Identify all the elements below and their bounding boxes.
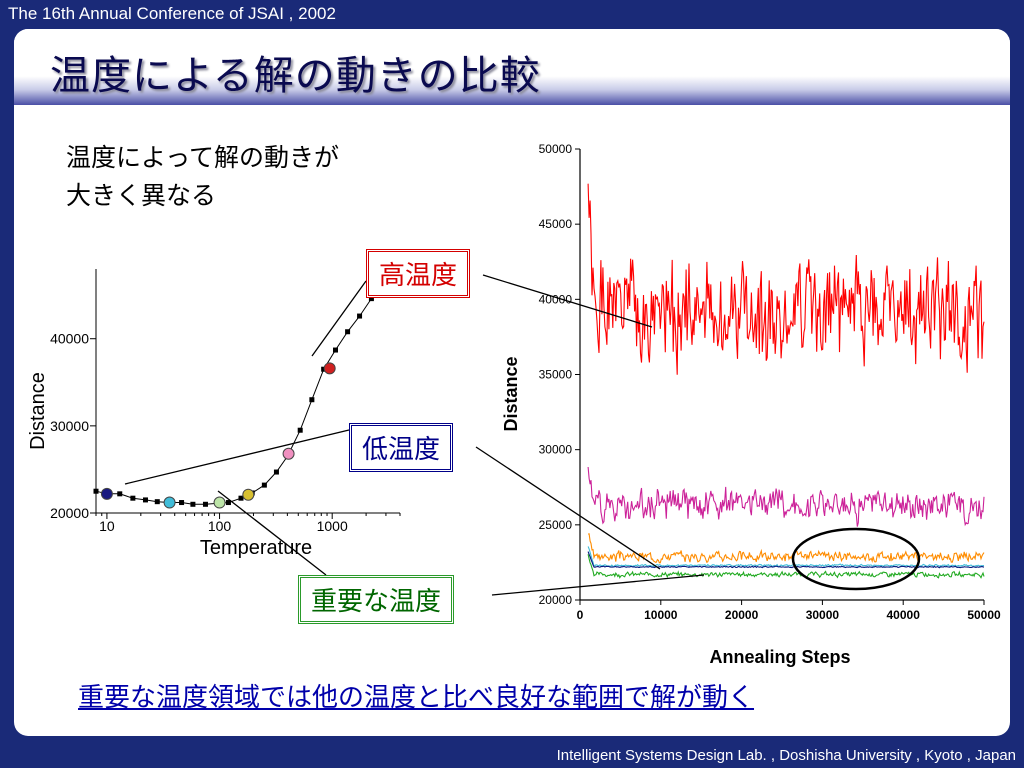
right-y-ticks: 20000 25000 30000 35000 40000 45000 50000 [539,142,580,607]
content-panel: 温度による解の動きの比較 温度によって解の動きが 大きく異なる 20000 300… [14,29,1010,736]
connector-low-right [475,446,661,570]
connector-low-left [124,429,350,485]
charts-canvas: 20000 30000 40000 10 100 1000 Temperature Di… [27,142,1001,667]
left-highlight-point [163,496,176,509]
left-data-point [261,482,267,488]
left-data-point [154,499,160,505]
left-data-point [130,495,136,501]
conclusion-text: 重要な温度領域では他の温度と比べ良好な範囲で解が動く [78,683,755,713]
right-y-tick-label: 45000 [539,217,573,231]
left-data-point [225,500,231,506]
connector-imp-left [217,490,327,576]
left-data-point [202,501,208,507]
left-data-point [93,488,99,494]
right-x-ticks: 0 10000 20000 30000 40000 50000 [577,600,1001,622]
subtitle-line-2: 大きく異なる [66,181,217,210]
left-data-point [238,495,244,501]
left-x-axis-label: Temperature [200,537,312,559]
left-data-point [273,469,279,475]
left-data-point [142,497,148,503]
right-y-tick-label: 20000 [539,593,573,607]
right-x-tick-label: 30000 [806,608,840,622]
right-x-tick-label: 0 [577,608,584,622]
left-y-tick-label: 20000 [50,505,89,521]
subtitle-line-1: 温度によって解の動きが [66,143,340,172]
title-bar: 温度による解の動きの比較 [14,29,1010,105]
right-series-line [587,554,985,579]
right-series-line [587,533,985,564]
left-x-ticks: 10 100 1000 [95,513,401,534]
label-high-temperature: 高温度 [366,249,471,298]
left-y-tick-label: 40000 [50,331,89,347]
left-data-point [345,329,351,335]
left-highlight-point [242,488,255,501]
right-x-tick-label: 20000 [725,608,759,622]
left-data-point [117,491,123,497]
left-data-point [297,427,303,433]
right-x-tick-label: 50000 [967,608,1001,622]
right-y-tick-label: 40000 [539,292,573,306]
right-series-lines [587,183,985,579]
left-data-point [309,397,315,403]
footer-credit: Intelligent Systems Design Lab. , Doshis… [556,747,1016,764]
connector-lines [124,274,705,596]
right-x-tick-label: 40000 [887,608,921,622]
right-y-tick-label: 50000 [539,142,573,156]
right-x-tick-label: 10000 [644,608,678,622]
label-important-temperature: 重要な温度 [298,575,455,624]
left-data-point [190,501,196,507]
left-highlight-point [213,496,226,509]
right-y-tick-label: 30000 [539,443,573,457]
left-y-tick-label: 30000 [50,418,89,434]
left-x-tick-label: 10 [99,518,115,534]
right-y-tick-label: 25000 [539,518,573,532]
left-data-point [179,500,185,506]
slide-title: 温度による解の動きの比較 [50,53,541,99]
label-low-temperature: 低温度 [349,423,454,472]
left-highlight-point [323,362,336,375]
connector-high-left [311,280,367,357]
right-series-line [587,183,985,375]
left-highlight-point [282,447,295,460]
annealing-distance-chart: 20000 25000 30000 35000 40000 45000 50000 0 100… [501,142,1001,667]
conference-header: The 16th Annual Conference of JSAI , 200… [8,4,336,23]
connector-imp-right [491,574,705,596]
left-y-axis-label: Distance [27,372,49,450]
left-data-point [332,347,338,353]
right-y-tick-label: 35000 [539,368,573,382]
left-highlight-point [100,487,113,500]
connector-high-right [482,274,653,328]
left-data-point [357,313,363,319]
left-x-tick-label: 100 [208,518,232,534]
left-y-ticks: 20000 30000 40000 [50,331,96,521]
right-y-axis-label: Distance [501,356,521,431]
left-x-tick-label: 1000 [317,518,348,534]
left-highlighted-points [100,362,336,509]
highlight-ellipse [791,527,921,591]
left-data-point [321,366,327,372]
right-x-axis-label: Annealing Steps [709,647,850,667]
left-data-point [368,296,374,302]
right-series-line [587,466,985,527]
subtitle: 温度によって解の動きが 大きく異なる [66,139,446,215]
